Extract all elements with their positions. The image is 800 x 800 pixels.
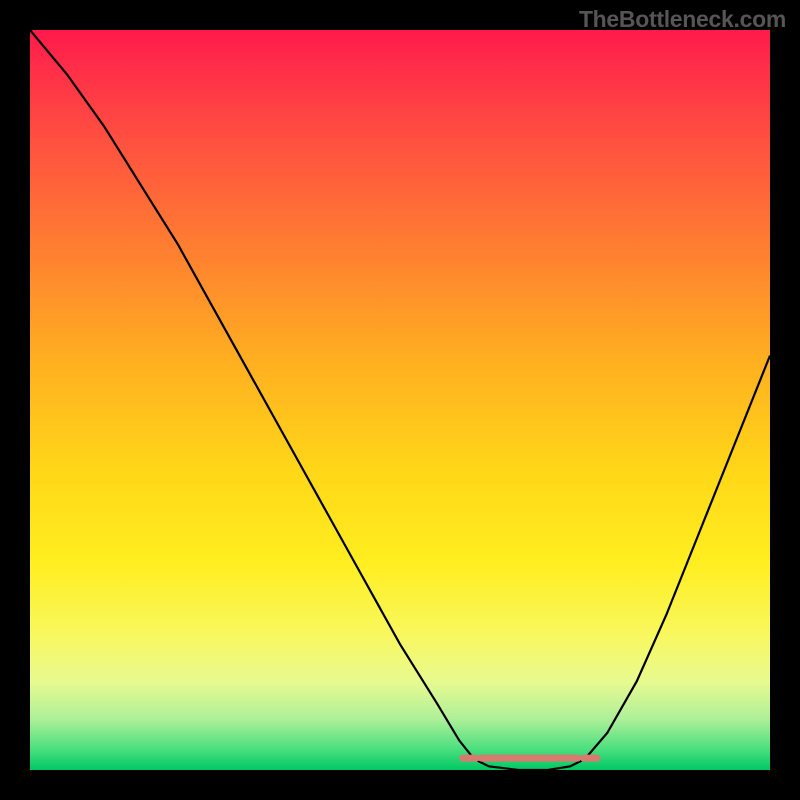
attribution-text: TheBottleneck.com bbox=[579, 6, 786, 33]
plot-background bbox=[30, 30, 770, 770]
chart-container: TheBottleneck.com bbox=[0, 0, 800, 800]
bottleneck-curve-chart bbox=[0, 0, 800, 800]
